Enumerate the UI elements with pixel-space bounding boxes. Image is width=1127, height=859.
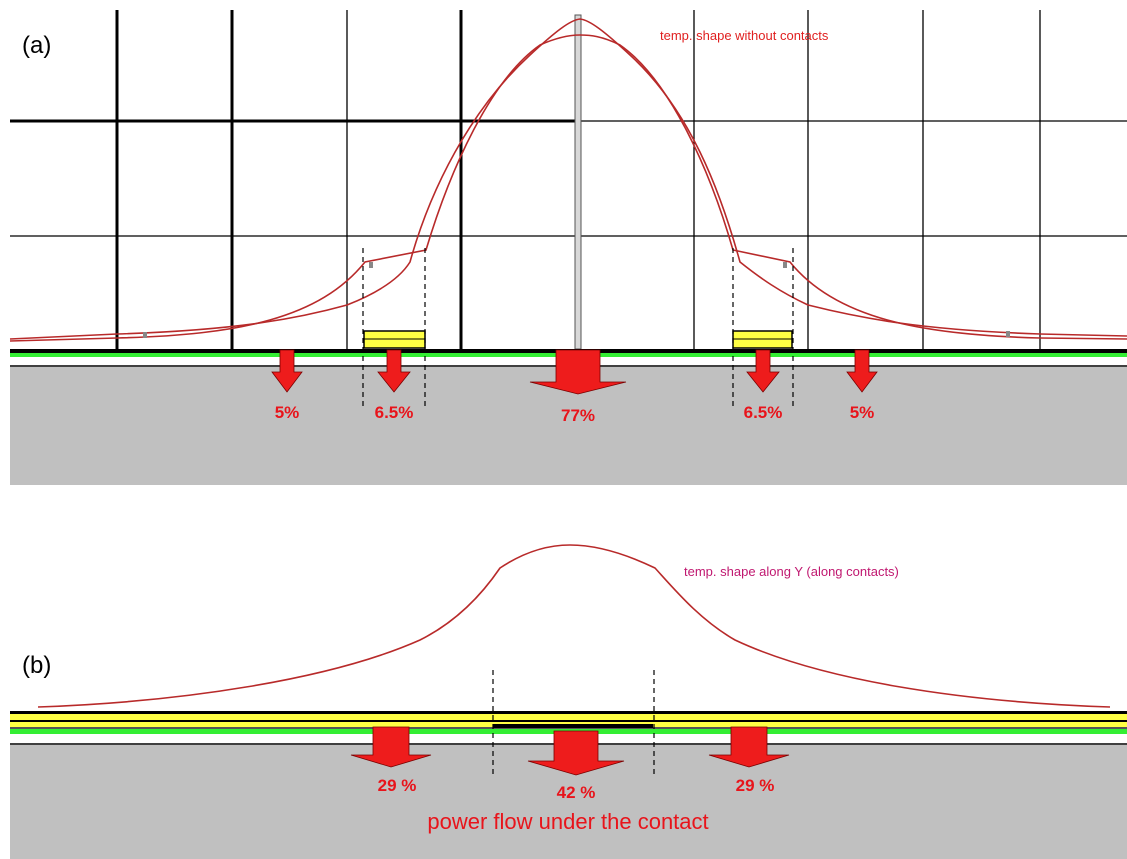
contact-center bbox=[493, 724, 653, 728]
caption: power flow under the contact bbox=[427, 809, 708, 834]
layer-boundary bbox=[10, 720, 1127, 722]
layer-boundary bbox=[10, 711, 1127, 714]
curve-label-a: temp. shape without contacts bbox=[660, 28, 829, 43]
flow-arrow bbox=[529, 349, 627, 395]
flow-arrow bbox=[350, 726, 432, 768]
panel-a-label: (a) bbox=[22, 32, 51, 59]
flow-percent: 42 % bbox=[557, 783, 596, 802]
flow-percent: 29 % bbox=[378, 776, 417, 795]
curve-marker bbox=[143, 332, 147, 338]
temp-curve-y bbox=[37, 544, 1111, 708]
temp-curve-outer bbox=[9, 18, 1127, 340]
curve-marker bbox=[783, 262, 787, 268]
flow-percent: 6.5% bbox=[744, 403, 783, 422]
curve-label-b: temp. shape along Y (along contacts) bbox=[684, 564, 899, 579]
flow-arrow bbox=[708, 726, 790, 768]
flow-percent: 5% bbox=[275, 403, 300, 422]
flow-arrow bbox=[527, 730, 625, 776]
flow-percent: 29 % bbox=[736, 776, 775, 795]
curve-marker bbox=[369, 262, 373, 268]
flow-percent: 6.5% bbox=[375, 403, 414, 422]
flow-arrow bbox=[746, 349, 780, 393]
panel-b: (b) temp. shape along Y (along contacts)… bbox=[10, 544, 1127, 859]
panel-a-grid bbox=[10, 10, 1127, 350]
flow-percent: 5% bbox=[850, 403, 875, 422]
temp-curve-inner bbox=[9, 34, 1127, 342]
curve-marker bbox=[1006, 331, 1010, 337]
panel-b-label: (b) bbox=[22, 652, 51, 679]
flow-arrow bbox=[846, 349, 878, 393]
contact-layer bbox=[10, 714, 1127, 720]
flow-arrow bbox=[377, 349, 411, 393]
center-axis bbox=[574, 14, 582, 350]
flow-arrow bbox=[271, 349, 303, 393]
flow-percent: 77% bbox=[561, 406, 595, 425]
panel-a: (a) temp. shape without contacts 5% 6.5%… bbox=[9, 10, 1127, 485]
